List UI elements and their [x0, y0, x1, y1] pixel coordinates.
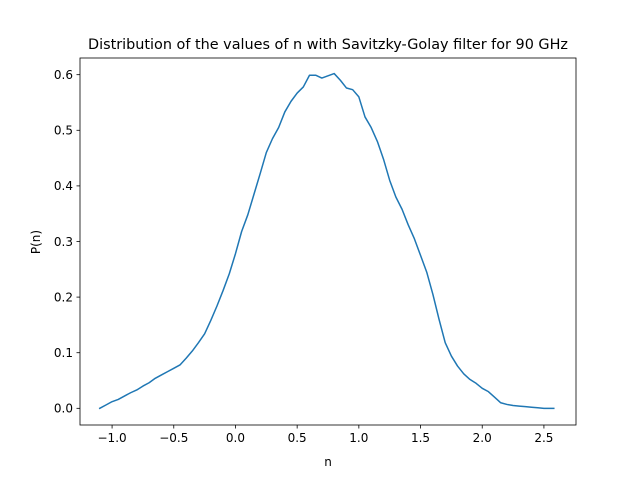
- plot-area: −1.0 −0.5 0.0 0.5 1.0 1.5 2.0 2.5 0.0 0.1 0.2 0.3 0.…: [54, 57, 577, 445]
- x-tick-label: 0.0: [226, 431, 245, 445]
- y-tick-label: 0.1: [54, 346, 73, 360]
- series-line-0: [98, 72, 555, 410]
- y-tick-label: 0.5: [54, 124, 73, 138]
- y-tick-label: 0.4: [54, 179, 73, 193]
- x-tick-label: 1.0: [349, 431, 368, 445]
- x-tick-label: 1.5: [411, 431, 430, 445]
- y-tick-label: 0.2: [54, 290, 73, 304]
- x-tick-label: 2.5: [534, 431, 553, 445]
- y-tick-label: 0.3: [54, 235, 73, 249]
- x-axis-label: n: [324, 455, 332, 469]
- y-tick-label: 0.0: [54, 402, 73, 416]
- x-tick-label: 2.0: [473, 431, 492, 445]
- chart-title: Distribution of the values of n with Sav…: [88, 37, 568, 53]
- x-tick-label: 0.5: [288, 431, 307, 445]
- x-tick-label: −0.5: [159, 431, 188, 445]
- y-tick-label: 0.6: [54, 68, 73, 82]
- x-tick-label: −1.0: [98, 431, 127, 445]
- y-axis-label: P(n): [29, 230, 43, 254]
